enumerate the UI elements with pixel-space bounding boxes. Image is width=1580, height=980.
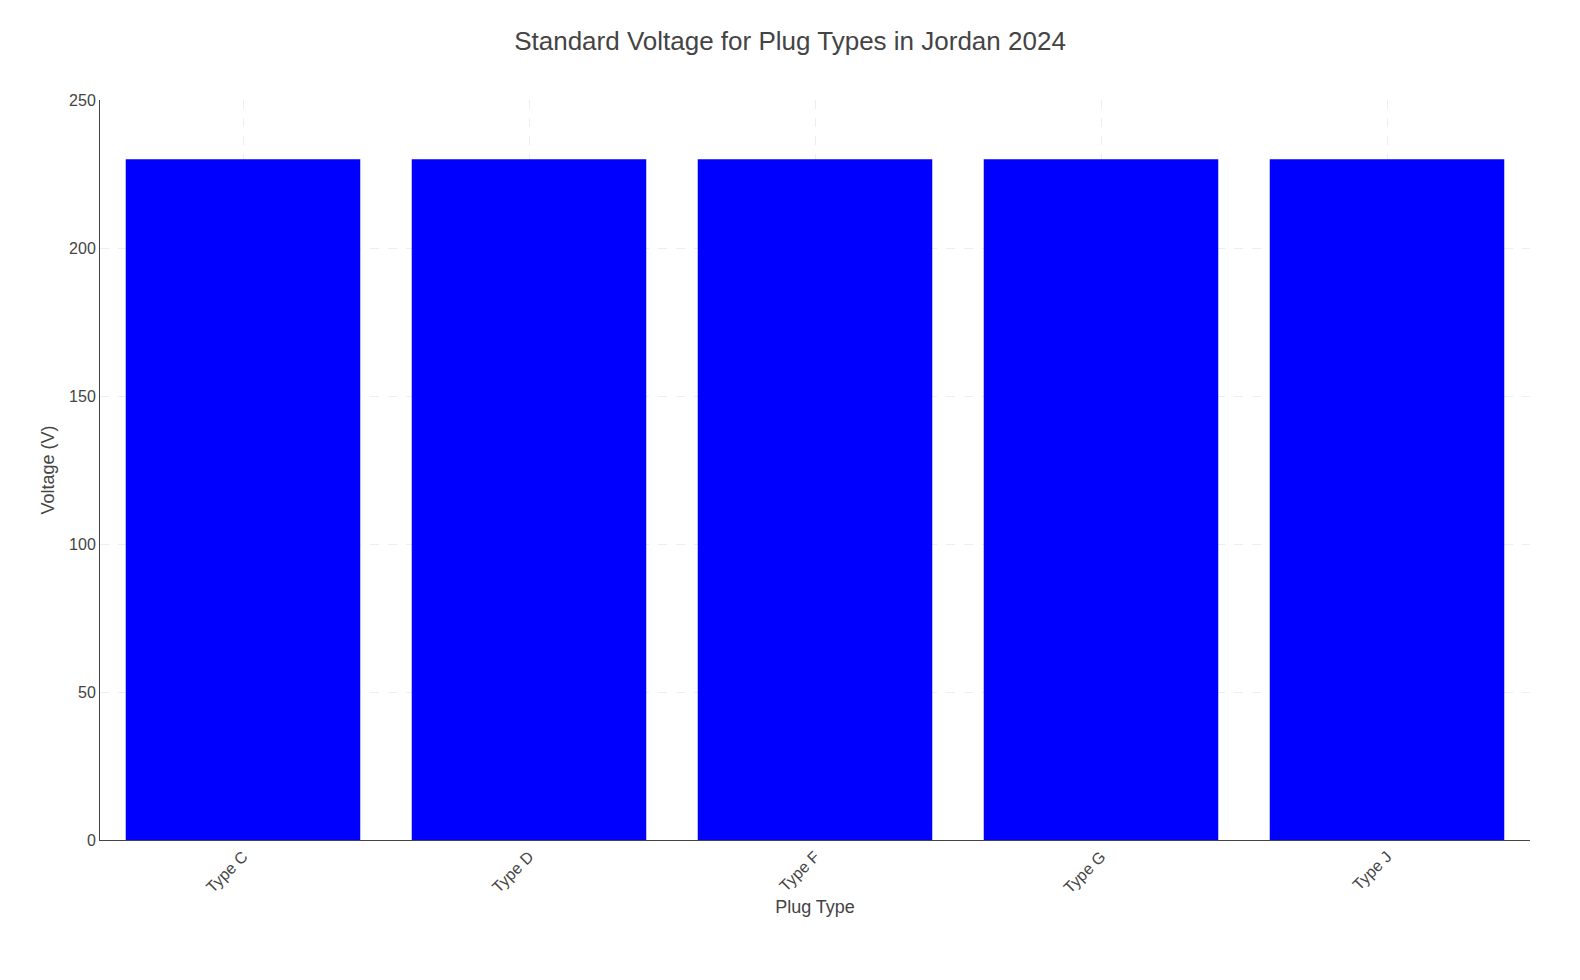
svg-text:250: 250 <box>69 92 96 109</box>
svg-text:Type C: Type C <box>203 848 251 896</box>
svg-text:Type G: Type G <box>1060 848 1108 896</box>
svg-text:100: 100 <box>69 536 96 553</box>
svg-text:Type D: Type D <box>489 848 537 896</box>
svg-text:Standard Voltage for Plug Type: Standard Voltage for Plug Types in Jorda… <box>514 26 1066 56</box>
svg-text:50: 50 <box>78 684 96 701</box>
svg-text:0: 0 <box>87 832 96 849</box>
svg-text:200: 200 <box>69 240 96 257</box>
svg-text:Plug Type: Plug Type <box>775 897 855 917</box>
svg-text:Type F: Type F <box>776 848 823 895</box>
svg-text:Type J: Type J <box>1349 848 1394 893</box>
svg-text:150: 150 <box>69 388 96 405</box>
svg-text:Voltage (V): Voltage (V) <box>38 425 58 514</box>
